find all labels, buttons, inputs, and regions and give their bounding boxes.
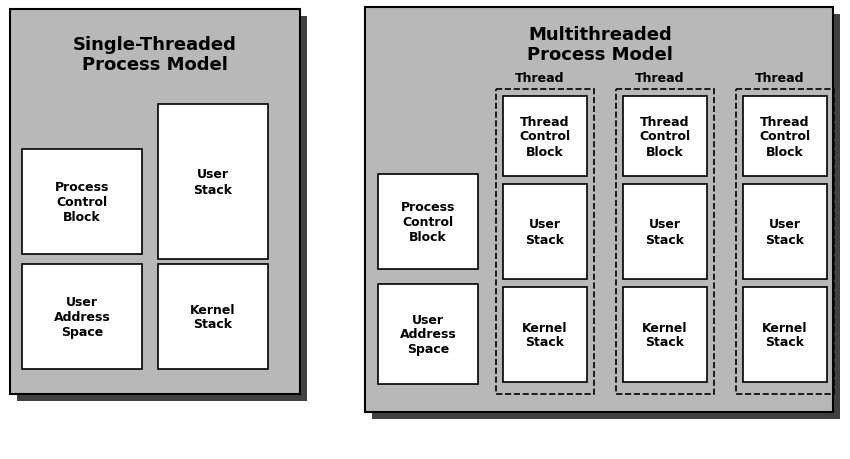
Bar xyxy=(22,264,142,369)
Text: Thread: Thread xyxy=(756,71,805,84)
Bar xyxy=(623,97,707,177)
Bar xyxy=(378,174,478,269)
Text: User
Stack: User Stack xyxy=(645,218,684,246)
Bar xyxy=(616,90,714,394)
Bar xyxy=(736,90,834,394)
Text: Kernel
Stack: Kernel Stack xyxy=(190,303,235,331)
Bar xyxy=(503,97,587,177)
Text: Thread
Control
Block: Thread Control Block xyxy=(639,115,690,158)
Bar xyxy=(743,287,827,382)
Text: User
Stack: User Stack xyxy=(194,168,233,196)
Text: Single-Threaded
Process Model: Single-Threaded Process Model xyxy=(73,35,237,74)
Text: Thread: Thread xyxy=(515,71,564,84)
Bar xyxy=(17,17,307,401)
Bar xyxy=(158,264,268,369)
Bar xyxy=(503,185,587,280)
Bar xyxy=(365,8,833,412)
Bar xyxy=(503,287,587,382)
Text: Process
Control
Block: Process Control Block xyxy=(54,180,109,224)
Text: Kernel
Stack: Kernel Stack xyxy=(762,321,808,349)
Text: Thread
Control
Block: Thread Control Block xyxy=(759,115,811,158)
Text: Kernel
Stack: Kernel Stack xyxy=(522,321,568,349)
Text: Kernel
Stack: Kernel Stack xyxy=(643,321,688,349)
Bar xyxy=(743,97,827,177)
Bar xyxy=(378,285,478,384)
Bar xyxy=(743,185,827,280)
Bar xyxy=(158,105,268,259)
Bar xyxy=(372,15,840,419)
Bar xyxy=(22,150,142,254)
Text: Multithreaded
Process Model: Multithreaded Process Model xyxy=(527,26,673,64)
Bar xyxy=(623,185,707,280)
Bar xyxy=(623,287,707,382)
Text: Thread
Control
Block: Thread Control Block xyxy=(519,115,570,158)
Text: Thread: Thread xyxy=(635,71,685,84)
Bar xyxy=(496,90,594,394)
Bar xyxy=(10,10,300,394)
Text: User
Stack: User Stack xyxy=(766,218,804,246)
Text: Process
Control
Block: Process Control Block xyxy=(401,201,456,243)
Text: User
Address
Space: User Address Space xyxy=(400,313,456,356)
Text: User
Stack: User Stack xyxy=(525,218,564,246)
Text: User
Address
Space: User Address Space xyxy=(54,295,110,338)
